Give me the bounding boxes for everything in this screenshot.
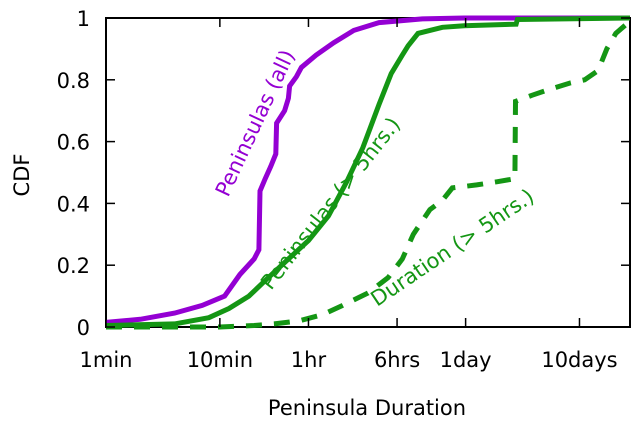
x-tick-label: 6hrs: [374, 348, 420, 372]
x-tick-label: 10days: [541, 348, 617, 372]
annotation-duration-5hrs: Duration (> 5hrs.): [366, 184, 538, 311]
series-layer: [105, 15, 632, 330]
x-tick-label: 1day: [440, 348, 492, 372]
plot-frame: [105, 17, 631, 328]
y-tick-label: 1: [77, 7, 90, 31]
y-tick-label: 0: [77, 316, 90, 340]
series-line-duration-5hrs: [106, 19, 632, 330]
y-tick-label: 0.8: [57, 69, 90, 93]
y-tick-label: 0.4: [57, 192, 90, 216]
x-tick-label: 1min: [80, 348, 133, 372]
series-line-peninsulas-5hrs: [105, 15, 631, 328]
y-axis-title: CDF: [10, 154, 34, 197]
annotation-peninsulas-all: Peninsulas (all): [211, 46, 300, 200]
x-axis-title: Peninsula Duration: [268, 396, 466, 420]
y-tick-label: 0.2: [57, 254, 90, 278]
y-tick-label: 0.6: [57, 131, 90, 155]
x-tick-label: 10min: [187, 348, 253, 372]
x-tick-label: 1hr: [291, 348, 327, 372]
plot-border: [105, 17, 631, 328]
tick-layer: 0 0.2 0.4 0.6 0.8 1 1min 10min 1hr 6hrs 1day 10days: [57, 7, 630, 372]
series-line-peninsulas-all: [105, 15, 630, 325]
